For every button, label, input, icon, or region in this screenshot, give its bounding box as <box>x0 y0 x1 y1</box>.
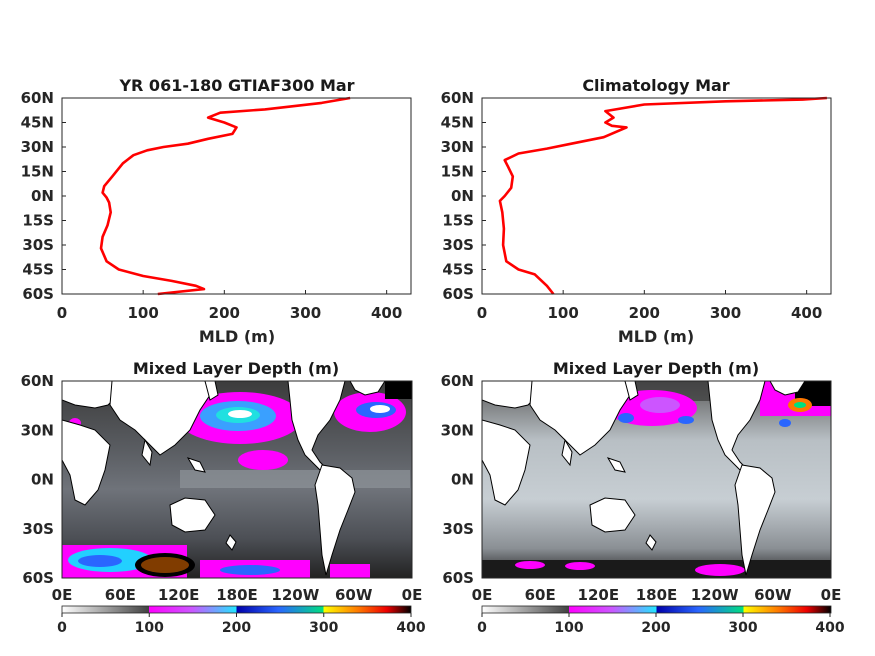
colorbar-tick-label: 100 <box>554 620 583 636</box>
colorbar-tick-label: 200 <box>641 620 670 636</box>
axes-frame <box>481 97 832 295</box>
y-tick-label: 60N <box>21 372 54 390</box>
y-tick-label: 30N <box>441 138 474 156</box>
x-tick-label: 120W <box>271 586 319 604</box>
y-tick-labels: 60N 45N 30N 15N 0N 15S 30S 45S 60S <box>21 89 66 303</box>
panel-title: YR 061-180 GTIAF300 Mar <box>118 76 354 95</box>
panel-title: Mixed Layer Depth (m) <box>553 359 759 378</box>
y-tick-label: 45S <box>442 261 474 279</box>
y-tick-label: 15S <box>22 212 54 230</box>
colorbar-tick-labels: 0 100 200 300 400 <box>477 613 845 636</box>
colorbar-tick-label: 100 <box>135 620 164 636</box>
y-tick-label: 30N <box>441 421 474 439</box>
colorbar-tick-label: 0 <box>477 620 487 636</box>
mld-map <box>62 381 412 578</box>
x-tick-label: 120E <box>158 586 200 604</box>
y-tick-label: 30N <box>21 138 54 156</box>
continents <box>482 381 806 576</box>
x-tick-labels: 0 100 200 300 400 <box>57 290 402 322</box>
x-tick-labels: 0E 60E 120E 180E 120W 60W 0E <box>52 586 423 604</box>
x-tick-label: 60W <box>754 586 792 604</box>
x-tick-label: 180E <box>636 586 678 604</box>
y-tick-label: 15S <box>442 212 474 230</box>
y-tick-label: 0N <box>451 187 474 205</box>
y-tick-label: 60S <box>442 285 474 303</box>
mld-profile-line <box>498 96 827 295</box>
mld-map <box>482 381 831 578</box>
x-tick-label: 100 <box>128 304 159 322</box>
colorbar <box>61 605 412 614</box>
y-tick-label: 60N <box>441 372 474 390</box>
x-tick-labels: 0E 60E 120E 180E 120W 60W 0E <box>472 586 842 604</box>
y-tick-labels: 60N 45N 30N 15N 0N 15S 30S 45S 60S <box>441 89 486 303</box>
x-tick-label: 200 <box>209 304 240 322</box>
y-tick-label: 60S <box>22 285 54 303</box>
y-tick-label: 0N <box>31 187 54 205</box>
x-tick-label: 100 <box>548 304 579 322</box>
y-tick-label: 45S <box>22 261 54 279</box>
colorbar-tick-label: 400 <box>815 620 844 636</box>
y-tick-label: 60S <box>22 569 54 587</box>
x-tick-label: 300 <box>290 304 321 322</box>
y-tick-label: 0N <box>31 471 54 489</box>
x-tick-label: 60W <box>335 586 373 604</box>
x-tick-label: 60E <box>105 586 136 604</box>
panel-title: Mixed Layer Depth (m) <box>133 359 339 378</box>
x-tick-label: 60E <box>525 586 556 604</box>
y-tick-label: 45N <box>21 114 54 132</box>
y-tick-label: 15N <box>441 163 474 181</box>
y-tick-label: 30S <box>442 520 474 538</box>
x-tick-label: 0E <box>402 586 423 604</box>
x-axis-label: MLD (m) <box>618 327 694 346</box>
x-tick-label: 0 <box>477 304 487 322</box>
colorbar-tick-label: 0 <box>57 620 67 636</box>
x-tick-label: 0E <box>52 586 73 604</box>
colorbar-tick-label: 300 <box>309 620 338 636</box>
x-tick-label: 400 <box>791 304 822 322</box>
x-tick-label: 180E <box>216 586 258 604</box>
axes-frame <box>481 380 832 579</box>
colorbar <box>481 605 832 614</box>
mld-profile-line <box>99 96 351 296</box>
y-tick-label: 60N <box>21 89 54 107</box>
y-tick-label: 60N <box>441 89 474 107</box>
x-tick-label: 0E <box>821 586 842 604</box>
colorbar-tick-label: 400 <box>396 620 425 636</box>
colorbar-tick-label: 300 <box>728 620 757 636</box>
axes-frame <box>61 380 413 579</box>
y-tick-label: 0N <box>451 471 474 489</box>
x-axis-label: MLD (m) <box>199 327 275 346</box>
x-tick-label: 400 <box>371 304 402 322</box>
y-tick-label: 60S <box>442 569 474 587</box>
x-tick-labels: 0 100 200 300 400 <box>477 290 822 322</box>
colorbar-tick-label: 200 <box>222 620 251 636</box>
y-tick-labels: 60N 30N 0N 30S 60S <box>441 372 474 587</box>
y-tick-labels: 60N 30N 0N 30S 60S <box>21 372 54 587</box>
profile-panel-climatology: Climatology Mar 0 100 200 300 400 60N 45N 30N 1… <box>441 76 832 346</box>
x-tick-label: 0E <box>472 586 493 604</box>
y-tick-label: 30S <box>442 236 474 254</box>
y-tick-label: 30S <box>22 236 54 254</box>
panel-title: Climatology Mar <box>582 76 729 95</box>
x-tick-label: 300 <box>710 304 741 322</box>
y-tick-label: 30N <box>21 421 54 439</box>
y-tick-label: 30S <box>22 520 54 538</box>
continents <box>62 381 386 576</box>
map-panel-climatology: Mixed Layer Depth (m) <box>441 359 845 636</box>
x-tick-label: 200 <box>629 304 660 322</box>
y-tick-label: 45N <box>441 114 474 132</box>
map-panel-model: Mixed Layer Depth (m) <box>21 359 426 636</box>
x-tick-label: 120E <box>578 586 620 604</box>
profile-panel-model: YR 061-180 GTIAF300 Mar 0 100 200 300 400 60… <box>21 76 412 346</box>
colorbar-tick-labels: 0 100 200 300 400 <box>57 613 426 636</box>
y-tick-label: 15N <box>21 163 54 181</box>
x-tick-label: 120W <box>691 586 739 604</box>
x-tick-label: 0 <box>57 304 67 322</box>
axes-frame <box>61 97 412 295</box>
